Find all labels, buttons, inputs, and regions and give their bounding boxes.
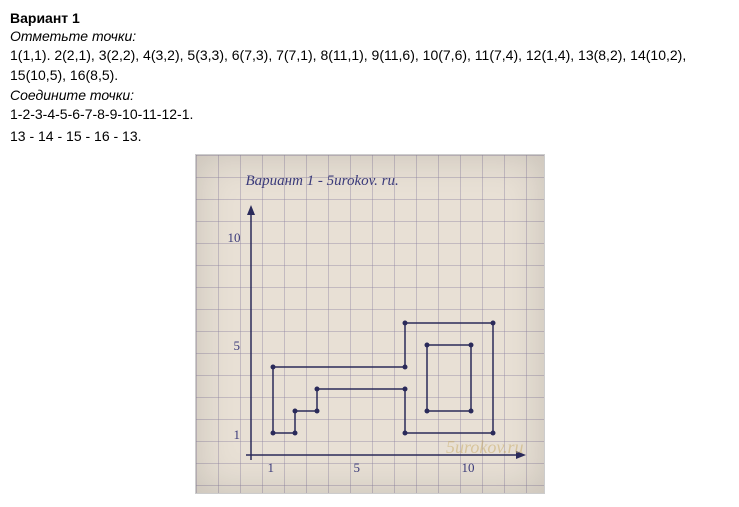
watermark: 5urokov.ru: [446, 437, 523, 458]
y-axis-label-1: 1: [234, 427, 241, 443]
x-axis-label-10: 10: [462, 460, 475, 476]
connect-sequence-2: 13 - 14 - 15 - 16 - 13.: [10, 127, 729, 147]
connect-points-label: Соедините точки:: [10, 87, 729, 103]
x-axis-label-5: 5: [354, 460, 361, 476]
graph-paper: Вариант 1 - 5urokov. ru. 10 5 1 1 5 10 5…: [195, 154, 545, 494]
x-axis-label-1: 1: [268, 460, 275, 476]
y-axis-label-10: 10: [228, 230, 241, 246]
mark-points-label: Отметьте точки:: [10, 28, 729, 44]
handwriting-title: Вариант 1 - 5urokov. ru.: [246, 173, 399, 190]
y-axis-label-5: 5: [234, 338, 241, 354]
connect-sequence-1: 1-2-3-4-5-6-7-8-9-10-11-12-1.: [10, 105, 729, 125]
image-container: Вариант 1 - 5urokov. ru. 10 5 1 1 5 10 5…: [10, 154, 729, 497]
points-list: 1(1,1). 2(2,1), 3(2,2), 4(3,2), 5(3,3), …: [10, 46, 729, 85]
variant-title: Вариант 1: [10, 10, 729, 26]
